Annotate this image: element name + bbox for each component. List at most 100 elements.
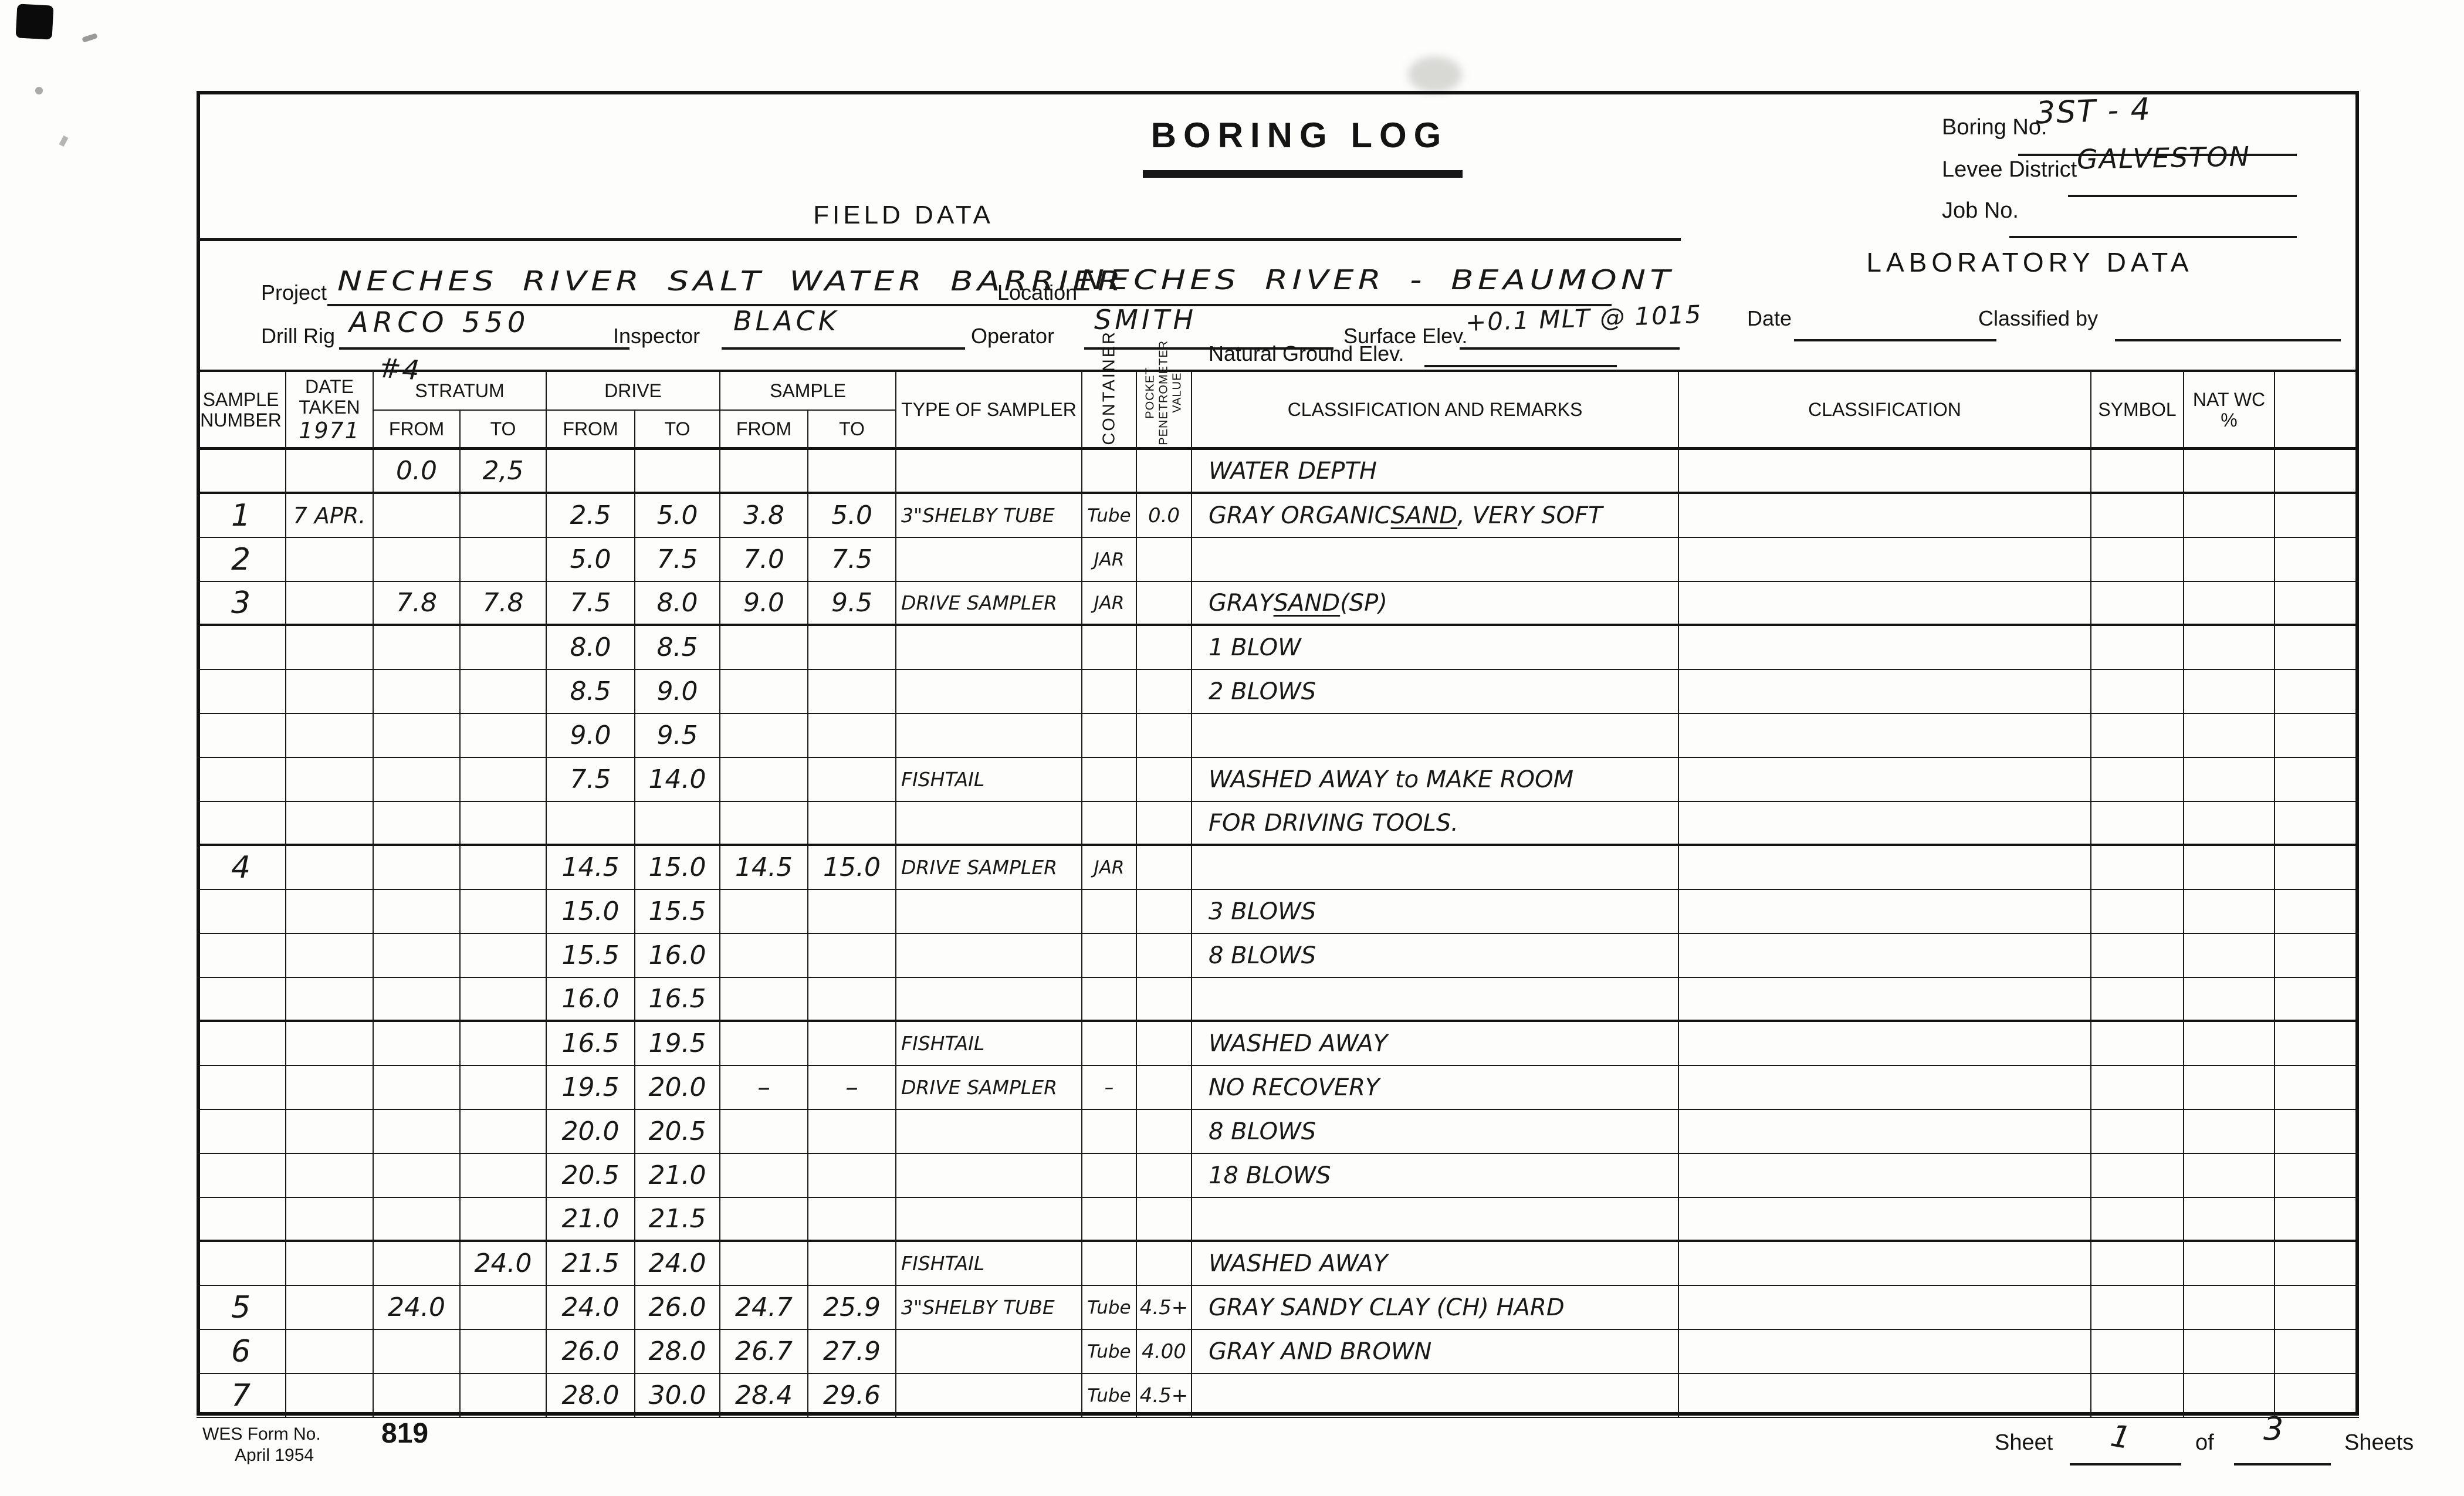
cell-sampler: FISHTAIL bbox=[896, 1242, 1082, 1286]
cell-container bbox=[1082, 1022, 1137, 1066]
drill-rig-label: Drill Rig bbox=[261, 324, 335, 348]
cell-date bbox=[286, 450, 374, 494]
cell-s_to bbox=[461, 890, 547, 934]
cell-classification bbox=[1679, 890, 2091, 934]
col-header-sample-to: TO bbox=[808, 411, 896, 448]
boring-no-line bbox=[2018, 154, 2297, 156]
cell-date: 7 APR. bbox=[286, 494, 374, 538]
cell-natwc bbox=[2184, 714, 2275, 758]
cell-classification bbox=[1679, 846, 2091, 890]
cell-container bbox=[1082, 802, 1137, 846]
operator-value: SMITH bbox=[1094, 304, 1197, 336]
table-row: 6 26.0 28.0 26.7 27.9 Tube 4.00 GRAY AND BROWN bbox=[197, 1330, 2359, 1374]
cell-extra bbox=[2275, 1110, 2359, 1154]
cell-classification bbox=[1679, 1022, 2091, 1066]
cell-s_from bbox=[374, 934, 461, 978]
cell-s_from bbox=[374, 1198, 461, 1242]
cell-pp bbox=[1137, 450, 1192, 494]
cell-extra bbox=[2275, 1022, 2359, 1066]
cell-remarks bbox=[1192, 1198, 1679, 1242]
cell-d_from: 15.5 bbox=[547, 934, 635, 978]
cell-remarks: 2 BLOWS bbox=[1192, 670, 1679, 714]
cell-d_to: 20.5 bbox=[635, 1110, 720, 1154]
cell-natwc bbox=[2184, 626, 2275, 670]
cell-container bbox=[1082, 1154, 1137, 1198]
cell-extra bbox=[2275, 626, 2359, 670]
cell-sampler: DRIVE SAMPLER bbox=[896, 582, 1082, 626]
cell-sampler bbox=[896, 1374, 1082, 1418]
operator-line bbox=[1084, 347, 1333, 350]
cell-m_from bbox=[720, 450, 808, 494]
cell-classification bbox=[1679, 450, 2091, 494]
cell-d_to: 24.0 bbox=[635, 1242, 720, 1286]
cell-extra bbox=[2275, 1330, 2359, 1374]
cell-s_from bbox=[374, 1374, 461, 1418]
cell-m_from: 28.4 bbox=[720, 1374, 808, 1418]
cell-symbol bbox=[2091, 846, 2184, 890]
cell-remarks: 8 BLOWS bbox=[1192, 1110, 1679, 1154]
col-header-drive-to: TO bbox=[635, 411, 720, 448]
cell-s_to bbox=[461, 1022, 547, 1066]
surface-elev-label: Surface Elev. bbox=[1343, 324, 1468, 348]
levee-district-label: Levee District bbox=[1942, 157, 2077, 182]
cell-sampler: 3"SHELBY TUBE bbox=[896, 1286, 1082, 1330]
cell-symbol bbox=[2091, 1286, 2184, 1330]
cell-classification bbox=[1679, 1066, 2091, 1110]
cell-s_from bbox=[374, 890, 461, 934]
cell-symbol bbox=[2091, 802, 2184, 846]
cell-natwc bbox=[2184, 1286, 2275, 1330]
cell-pp bbox=[1137, 1198, 1192, 1242]
cell-d_from: 14.5 bbox=[547, 846, 635, 890]
cell-symbol bbox=[2091, 1154, 2184, 1198]
table-row: 7.5 14.0 FISHTAIL WASHED AWAY to MAKE ROOM bbox=[197, 758, 2359, 802]
cell-sampler bbox=[896, 450, 1082, 494]
cell-s_from bbox=[374, 846, 461, 890]
cell-extra bbox=[2275, 582, 2359, 626]
cell-s_to bbox=[461, 538, 547, 582]
cell-d_to: 8.5 bbox=[635, 626, 720, 670]
location-line bbox=[1069, 304, 1612, 306]
col-header-classification-and-remarks: CLASSIFICATION AND REMARKS bbox=[1192, 372, 1679, 448]
cell-m_from: 26.7 bbox=[720, 1330, 808, 1374]
form-title: BORING LOG bbox=[1150, 116, 1448, 155]
cell-classification bbox=[1679, 978, 2091, 1022]
cell-remarks: 18 BLOWS bbox=[1192, 1154, 1679, 1198]
cell-classification bbox=[1679, 802, 2091, 846]
cell-classification bbox=[1679, 1242, 2091, 1286]
cell-natwc bbox=[2184, 890, 2275, 934]
cell-remarks: NO RECOVERY bbox=[1192, 1066, 1679, 1110]
cell-natwc bbox=[2184, 538, 2275, 582]
table-row: 15.5 16.0 8 BLOWS bbox=[197, 934, 2359, 978]
cell-m_to: 5.0 bbox=[808, 494, 896, 538]
cell-container: Tube bbox=[1082, 1286, 1137, 1330]
cell-container bbox=[1082, 714, 1137, 758]
cell-sample bbox=[197, 450, 286, 494]
cell-d_to: 9.0 bbox=[635, 670, 720, 714]
job-no-line bbox=[2009, 236, 2297, 238]
cell-container bbox=[1082, 1198, 1137, 1242]
cell-d_from: 9.0 bbox=[547, 714, 635, 758]
cell-symbol bbox=[2091, 670, 2184, 714]
table-header: SAMPLE NUMBER DATE TAKEN 1971 STRATUM DR… bbox=[197, 330, 2359, 450]
cell-s_from bbox=[374, 758, 461, 802]
cell-pp bbox=[1137, 626, 1192, 670]
cell-pp bbox=[1137, 934, 1192, 978]
cell-m_from bbox=[720, 1022, 808, 1066]
cell-natwc bbox=[2184, 1110, 2275, 1154]
cell-container bbox=[1082, 450, 1137, 494]
inspector-value: BLACK bbox=[733, 305, 840, 337]
col-header-type-of-sampler: TYPE OF SAMPLER bbox=[896, 372, 1082, 448]
project-line bbox=[327, 304, 1260, 306]
cell-sample: 5 bbox=[197, 1286, 286, 1330]
cell-natwc bbox=[2184, 1022, 2275, 1066]
cell-m_to: 7.5 bbox=[808, 538, 896, 582]
project-value: NECHES RIVER SALT WATER BARRIER bbox=[337, 265, 1125, 297]
table-row: 20.5 21.0 18 BLOWS bbox=[197, 1154, 2359, 1198]
cell-date bbox=[286, 1286, 374, 1330]
table-row: 24.0 21.5 24.0 FISHTAIL WASHED AWAY bbox=[197, 1242, 2359, 1286]
cell-natwc bbox=[2184, 1154, 2275, 1198]
cell-symbol bbox=[2091, 1198, 2184, 1242]
cell-d_from: 28.0 bbox=[547, 1374, 635, 1418]
cell-sample bbox=[197, 1154, 286, 1198]
